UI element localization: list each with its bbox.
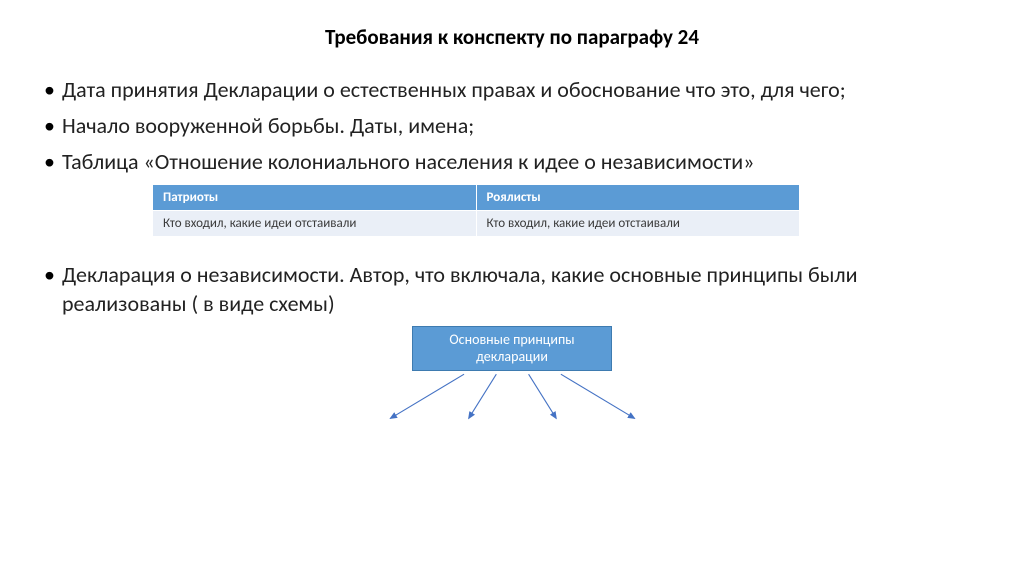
bullet-item: Таблица «Отношение колониального населен… [44, 148, 984, 176]
bullet-item: Начало вооруженной борьбы. Даты, имена; [44, 112, 984, 140]
diagram-box: Основные принципы декларации [412, 326, 612, 372]
diagram-arrows [40, 370, 984, 430]
page-title: Требования к конспекту по параграфу 24 [40, 24, 984, 50]
attitude-table: Патриоты Роялисты Кто входил, какие идеи… [152, 184, 800, 237]
table-row: Кто входил, какие идеи отстаивали Кто вх… [153, 211, 800, 237]
bullet-list: Дата принятия Декларации о естественных … [40, 76, 984, 176]
table-cell: Кто входил, какие идеи отстаивали [153, 211, 477, 237]
principles-diagram: Основные принципы декларации [40, 326, 984, 436]
table-cell: Кто входил, какие идеи отстаивали [476, 211, 800, 237]
table-header-cell: Патриоты [153, 185, 477, 211]
bullet-item: Декларация о независимости. Автор, что в… [44, 261, 984, 317]
table-header-row: Патриоты Роялисты [153, 185, 800, 211]
table-header-cell: Роялисты [476, 185, 800, 211]
bullet-item: Дата принятия Декларации о естественных … [44, 76, 984, 104]
bullet-list: Декларация о независимости. Автор, что в… [40, 261, 984, 317]
